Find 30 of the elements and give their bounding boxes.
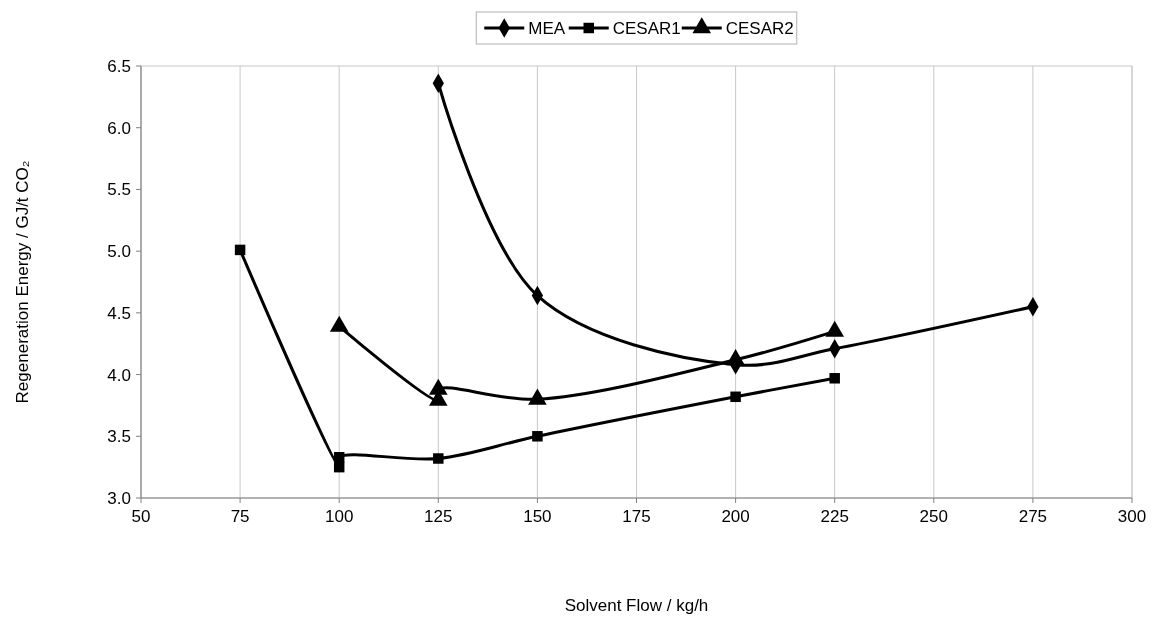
- x-tick-label: 200: [721, 507, 750, 526]
- y-tick-label: 3.5: [107, 427, 131, 447]
- point: [532, 431, 543, 442]
- point: [433, 453, 444, 464]
- y-tick-label: 5.5: [107, 180, 131, 200]
- y-tick-label: 5.0: [107, 242, 131, 262]
- x-tick-label: 50: [131, 507, 151, 526]
- legend-label: MEA: [528, 19, 566, 38]
- legend-label: CESAR1: [612, 19, 681, 38]
- point: [333, 452, 345, 463]
- x-tick-label: 100: [325, 507, 354, 526]
- y-tick-label: 4.0: [107, 365, 131, 385]
- y-tick-label: 4.5: [107, 303, 131, 323]
- x-tick-label: 150: [523, 507, 552, 526]
- x-tick-label: 225: [820, 507, 849, 526]
- y-tick-label: 6.5: [107, 57, 131, 76]
- x-tick-label: 250: [919, 507, 948, 526]
- x-tick-label: 175: [622, 507, 651, 526]
- x-tick-label: 75: [230, 507, 250, 526]
- x-tick-label: 125: [424, 507, 453, 526]
- legend-label: CESAR2: [725, 19, 794, 38]
- x-tick-label: 275: [1018, 507, 1048, 526]
- y-axis-title: Regeneration Energy / GJ/t CO₂: [13, 160, 32, 404]
- y-tick-label: 6.0: [107, 118, 131, 138]
- y-tick-label: 3.0: [107, 489, 131, 508]
- point: [730, 391, 741, 403]
- point: [829, 373, 840, 384]
- x-axis-title: Solvent Flow / kg/h: [564, 596, 709, 615]
- x-tick-label: 300: [1117, 507, 1147, 526]
- point: [234, 244, 246, 256]
